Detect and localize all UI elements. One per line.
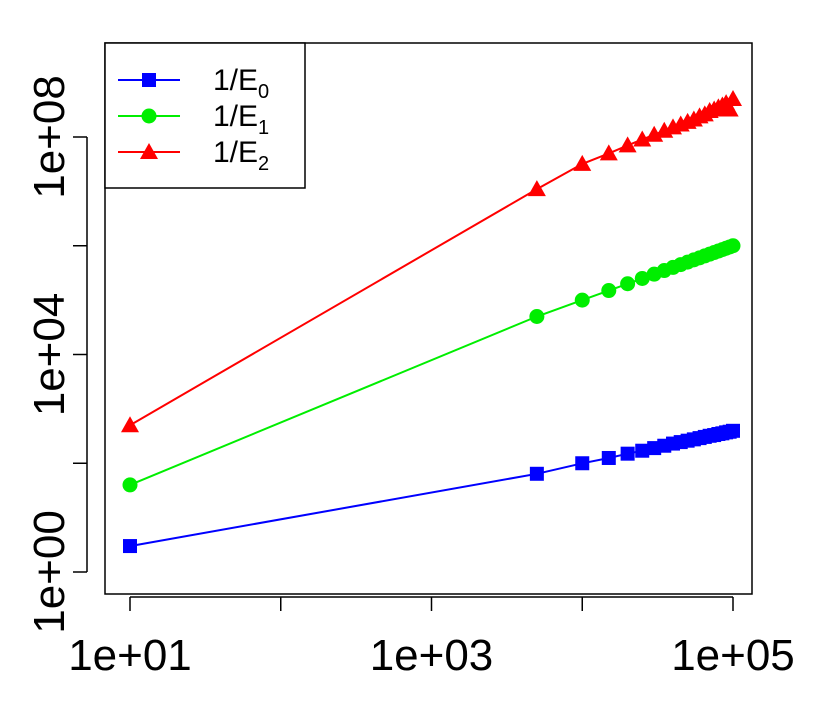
series-1	[122, 238, 741, 493]
data-point-2-2	[573, 154, 592, 171]
data-point-2-4	[618, 136, 637, 153]
data-point-2-20	[724, 89, 742, 106]
data-point-1-0	[122, 477, 138, 493]
data-point-2-3	[599, 144, 618, 161]
data-point-2-1	[527, 180, 546, 197]
data-point-1-20	[725, 238, 741, 254]
x-tick-label: 1e+01	[68, 631, 192, 680]
data-point-1-2	[574, 292, 590, 308]
y-tick-label: 1e+08	[25, 75, 74, 199]
legend: 1/E01/E11/E2	[104, 42, 306, 189]
x-tick-label: 1e+05	[671, 631, 795, 680]
plot-frame	[104, 42, 753, 595]
y-tick-label: 1e+04	[25, 293, 74, 417]
series-0	[123, 423, 740, 554]
data-point-2-19	[720, 100, 739, 117]
axes-layer: 1e+01 1e+03 1e+05 1e+00 1e+04 1e+08	[25, 75, 795, 680]
series-2	[121, 89, 742, 433]
data-point-1-4	[620, 276, 636, 292]
data-point-0-5	[635, 443, 650, 458]
data-point-0-3	[601, 450, 616, 465]
data-point-0-4	[620, 446, 635, 461]
data-point-0-1	[529, 466, 544, 481]
data-point-1-5	[634, 270, 650, 286]
legend-marker	[140, 143, 158, 159]
legend-label-subscript: 1	[258, 117, 269, 139]
data-point-0-2	[575, 456, 590, 471]
legend-marker	[142, 73, 156, 87]
series-layer	[121, 89, 742, 554]
x-tick-label: 1e+03	[370, 631, 494, 680]
data-point-1-1	[529, 308, 545, 324]
data-point-2-0	[121, 416, 139, 433]
legend-label-subscript: 2	[258, 153, 269, 175]
data-point-2-5	[633, 130, 652, 147]
data-point-0-20	[726, 423, 740, 438]
y-tick-label: 1e+00	[25, 510, 74, 634]
legend-label-subscript: 0	[258, 81, 269, 103]
legend-marker	[141, 108, 157, 124]
data-point-0-0	[123, 539, 137, 554]
data-point-1-3	[601, 283, 617, 299]
